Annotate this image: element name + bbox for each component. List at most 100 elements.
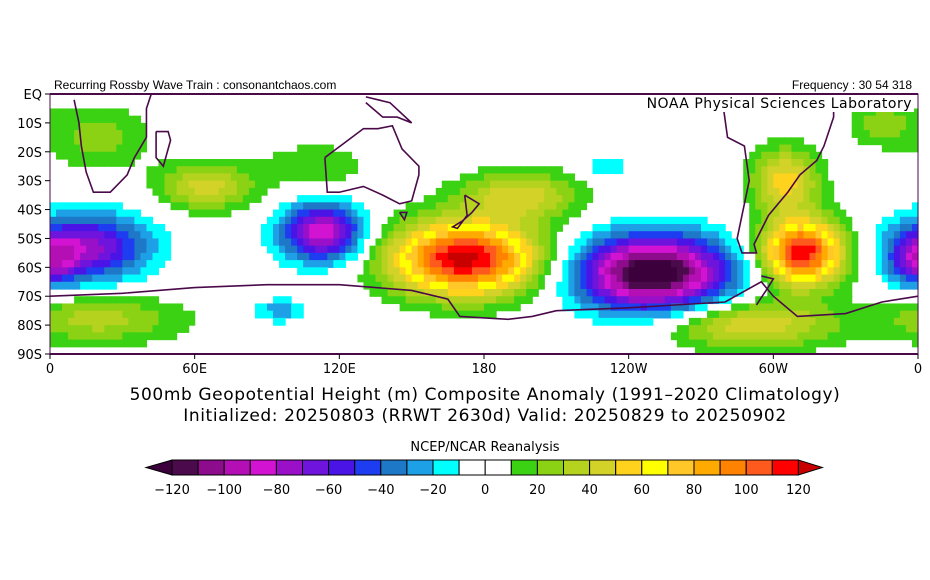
map-cell [911, 252, 919, 261]
map-cell [309, 245, 316, 254]
map-cell [803, 317, 811, 326]
map-cell [164, 180, 172, 189]
map-cell [423, 303, 431, 312]
map-cell [755, 166, 762, 175]
map-cell [459, 281, 467, 290]
map-cell [405, 281, 413, 290]
map-cell [465, 187, 473, 196]
map-cell [899, 303, 907, 312]
map-cell [297, 209, 304, 218]
map-cell [610, 317, 618, 326]
map-cell [80, 267, 87, 276]
map-cell [526, 252, 533, 261]
map-cell [839, 317, 847, 326]
map-cell [773, 260, 780, 268]
map-cell [122, 260, 129, 268]
map-cell [899, 137, 907, 146]
map-cell [502, 274, 509, 283]
map-cell [74, 252, 81, 261]
map-cell [447, 187, 455, 196]
map-cell [827, 180, 835, 189]
map-cell [315, 224, 322, 232]
map-cell [158, 224, 166, 232]
map-cell [110, 130, 117, 138]
colorbar-box [354, 459, 382, 476]
map-cell [471, 187, 479, 196]
map-cell [248, 173, 256, 182]
map-cell [273, 231, 280, 240]
map-cell [911, 108, 919, 117]
map-cell [809, 209, 817, 218]
map-cell [646, 252, 654, 261]
map-cell [279, 159, 286, 167]
map-cell [417, 202, 425, 211]
map-cell [477, 209, 485, 218]
map-cell [526, 238, 533, 247]
map-cell [707, 325, 714, 333]
map-cell [707, 252, 714, 261]
map-cell [731, 346, 738, 355]
map-cell [273, 310, 280, 319]
map-cell [773, 252, 780, 261]
map-cell [586, 195, 594, 203]
map-cell [779, 317, 786, 326]
map-cell [92, 202, 99, 211]
map-cell [791, 144, 799, 153]
map-cell [285, 231, 292, 240]
map-cell [773, 245, 780, 254]
map-cell [731, 303, 738, 312]
map-cell [351, 224, 359, 232]
map-cell [441, 209, 449, 218]
map-cell [761, 274, 768, 283]
map-cell [719, 339, 726, 348]
map-cell [465, 224, 473, 232]
map-cell [122, 115, 129, 124]
map-cell [845, 303, 853, 312]
map-cell [592, 238, 600, 247]
map-cell [857, 310, 865, 319]
map-cell [767, 267, 774, 276]
map-cell [670, 260, 678, 268]
map-cell [496, 216, 503, 225]
map-cell [327, 202, 334, 211]
map-cell [140, 325, 148, 333]
map-cell [881, 245, 889, 254]
map-cell [393, 281, 401, 290]
map-cell [254, 173, 262, 182]
map-cell [435, 238, 443, 247]
map-cell [273, 252, 280, 261]
map-cell [713, 267, 720, 276]
map-cell [640, 245, 648, 254]
map-cell [791, 325, 799, 333]
map-cell [188, 173, 196, 182]
map-cell [74, 238, 81, 247]
map-cell [134, 137, 142, 146]
map-cell [92, 130, 99, 138]
map-cell [146, 260, 154, 268]
map-cell [490, 180, 497, 189]
map-cell [743, 274, 750, 283]
map-cell [200, 173, 208, 182]
map-cell [670, 310, 678, 319]
colorbar-label: 0 [481, 483, 489, 498]
map-cell [291, 166, 298, 175]
map-cell [821, 289, 829, 297]
map-cell [158, 260, 166, 268]
map-cell [218, 166, 226, 175]
map-cell [731, 339, 738, 348]
map-cell [224, 180, 232, 189]
map-cell [490, 209, 497, 218]
map-cell [755, 144, 762, 153]
map-cell [381, 245, 389, 254]
map-cell [62, 303, 69, 312]
colorbar-label: −40 [367, 483, 394, 498]
map-cell [809, 339, 817, 348]
map-cell [224, 195, 232, 203]
map-cell [230, 159, 238, 167]
map-cell [134, 130, 142, 138]
map-cell [134, 209, 142, 218]
map-cell [785, 260, 793, 268]
map-cell [827, 281, 835, 290]
colorbar-box [432, 459, 460, 476]
map-cell [62, 144, 69, 153]
